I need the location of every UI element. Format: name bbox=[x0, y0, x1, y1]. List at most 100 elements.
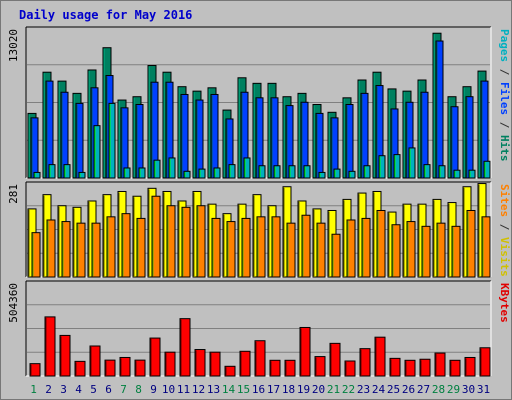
bar-sites-day-11 bbox=[181, 206, 191, 278]
bar-pages-day-11 bbox=[183, 170, 191, 179]
day-label-26: 26 bbox=[402, 383, 415, 396]
bar-pages-day-19 bbox=[303, 165, 311, 179]
bar-pages-day-23 bbox=[363, 165, 371, 179]
bar-kbytes-day-15 bbox=[239, 350, 251, 377]
bar-pages-day-10 bbox=[168, 157, 176, 179]
bar-pages-day-30 bbox=[468, 169, 476, 179]
bar-pages-day-1 bbox=[33, 171, 41, 179]
bar-sites-day-14 bbox=[226, 221, 236, 278]
bar-pages-day-7 bbox=[123, 167, 131, 179]
bar-sites-day-22 bbox=[346, 219, 356, 278]
bar-sites-day-13 bbox=[211, 217, 221, 278]
legend-item: Hits bbox=[498, 135, 511, 162]
panel-middle: 281 Sites / Visits bbox=[7, 181, 511, 278]
bar-pages-day-5 bbox=[93, 125, 101, 179]
bar-kbytes-day-8 bbox=[134, 359, 146, 377]
day-label-24: 24 bbox=[372, 383, 386, 396]
day-label-25: 25 bbox=[387, 383, 400, 396]
bar-kbytes-day-31 bbox=[479, 347, 491, 377]
day-label-18: 18 bbox=[282, 383, 295, 396]
bar-pages-day-13 bbox=[213, 167, 221, 179]
bar-sites-day-28 bbox=[436, 222, 446, 278]
bar-sites-day-4 bbox=[76, 222, 86, 278]
day-label-4: 4 bbox=[75, 383, 82, 396]
panel-top: 13020 Pages / Files / Hits bbox=[7, 26, 511, 179]
bar-pages-day-17 bbox=[273, 165, 281, 179]
legend-item: Sites bbox=[498, 184, 511, 217]
bar-sites-day-8 bbox=[136, 217, 146, 278]
bar-sites-day-2 bbox=[46, 219, 56, 278]
chart-title: Daily usage for May 2016 bbox=[19, 8, 193, 22]
day-label-12: 12 bbox=[192, 383, 205, 396]
bar-kbytes-day-23 bbox=[359, 348, 371, 377]
bar-pages-day-24 bbox=[378, 155, 386, 179]
legend-item: / bbox=[498, 115, 511, 135]
bar-pages-day-15 bbox=[243, 157, 251, 179]
bar-pages-day-29 bbox=[453, 169, 461, 179]
bar-kbytes-day-11 bbox=[179, 318, 191, 377]
legend-item: KBytes bbox=[498, 283, 511, 323]
legend-top: Pages / Files / Hits bbox=[498, 29, 511, 162]
bar-sites-day-3 bbox=[61, 221, 71, 278]
day-label-11: 11 bbox=[177, 383, 190, 396]
day-label-10: 10 bbox=[162, 383, 175, 396]
legend-item: Files bbox=[498, 82, 511, 115]
day-label-13: 13 bbox=[207, 383, 220, 396]
bar-kbytes-day-26 bbox=[404, 359, 416, 377]
bar-kbytes-day-27 bbox=[419, 358, 431, 377]
bar-kbytes-day-6 bbox=[104, 359, 116, 377]
bar-sites-day-30 bbox=[466, 209, 476, 278]
bar-kbytes-day-17 bbox=[269, 359, 281, 377]
bar-pages-day-2 bbox=[48, 164, 56, 179]
legend-item: Visits bbox=[498, 237, 511, 277]
bar-kbytes-day-21 bbox=[329, 342, 341, 377]
bar-sites-day-1 bbox=[31, 232, 41, 278]
bar-pages-day-20 bbox=[318, 171, 326, 179]
bar-kbytes-day-20 bbox=[314, 356, 326, 377]
bar-pages-day-22 bbox=[348, 170, 356, 179]
bar-pages-day-8 bbox=[138, 167, 146, 179]
legend-middle: Sites / Visits bbox=[498, 184, 511, 277]
day-label-14: 14 bbox=[222, 383, 236, 396]
day-label-31: 31 bbox=[477, 383, 490, 396]
bar-kbytes-day-25 bbox=[389, 357, 401, 377]
bar-kbytes-day-22 bbox=[344, 360, 356, 377]
bar-pages-day-31 bbox=[483, 160, 491, 179]
bar-sites-day-25 bbox=[391, 224, 401, 278]
bar-pages-day-21 bbox=[333, 168, 341, 179]
day-label-2: 2 bbox=[45, 383, 52, 396]
bar-kbytes-day-28 bbox=[434, 352, 446, 377]
day-label-30: 30 bbox=[462, 383, 475, 396]
bar-sites-day-5 bbox=[91, 222, 101, 278]
bar-pages-day-26 bbox=[408, 147, 416, 179]
bar-kbytes-day-30 bbox=[464, 356, 476, 377]
bar-pages-day-27 bbox=[423, 164, 431, 179]
bar-kbytes-day-1 bbox=[29, 363, 41, 377]
y-max-label: 13020 bbox=[7, 29, 20, 62]
bar-kbytes-day-13 bbox=[209, 351, 221, 377]
bar-pages-day-12 bbox=[198, 168, 206, 179]
legend-item: Pages bbox=[498, 29, 511, 62]
bar-sites-day-16 bbox=[256, 216, 266, 278]
bar-kbytes-day-16 bbox=[254, 340, 266, 377]
bar-pages-day-6 bbox=[108, 102, 116, 179]
bar-kbytes-day-2 bbox=[44, 316, 56, 377]
day-label-8: 8 bbox=[135, 383, 142, 396]
day-label-3: 3 bbox=[60, 383, 67, 396]
bar-kbytes-day-19 bbox=[299, 326, 311, 377]
day-label-17: 17 bbox=[267, 383, 280, 396]
bar-kbytes-day-29 bbox=[449, 359, 461, 377]
bar-sites-day-15 bbox=[241, 217, 251, 278]
bar-sites-day-17 bbox=[271, 216, 281, 278]
bar-sites-day-12 bbox=[196, 205, 206, 278]
bar-kbytes-day-3 bbox=[59, 334, 71, 377]
day-label-5: 5 bbox=[90, 383, 97, 396]
day-label-21: 21 bbox=[327, 383, 340, 396]
day-label-23: 23 bbox=[357, 383, 370, 396]
bar-sites-day-18 bbox=[286, 222, 296, 278]
bar-kbytes-day-7 bbox=[119, 356, 131, 377]
day-label-19: 19 bbox=[297, 383, 310, 396]
bar-sites-day-7 bbox=[121, 213, 131, 278]
